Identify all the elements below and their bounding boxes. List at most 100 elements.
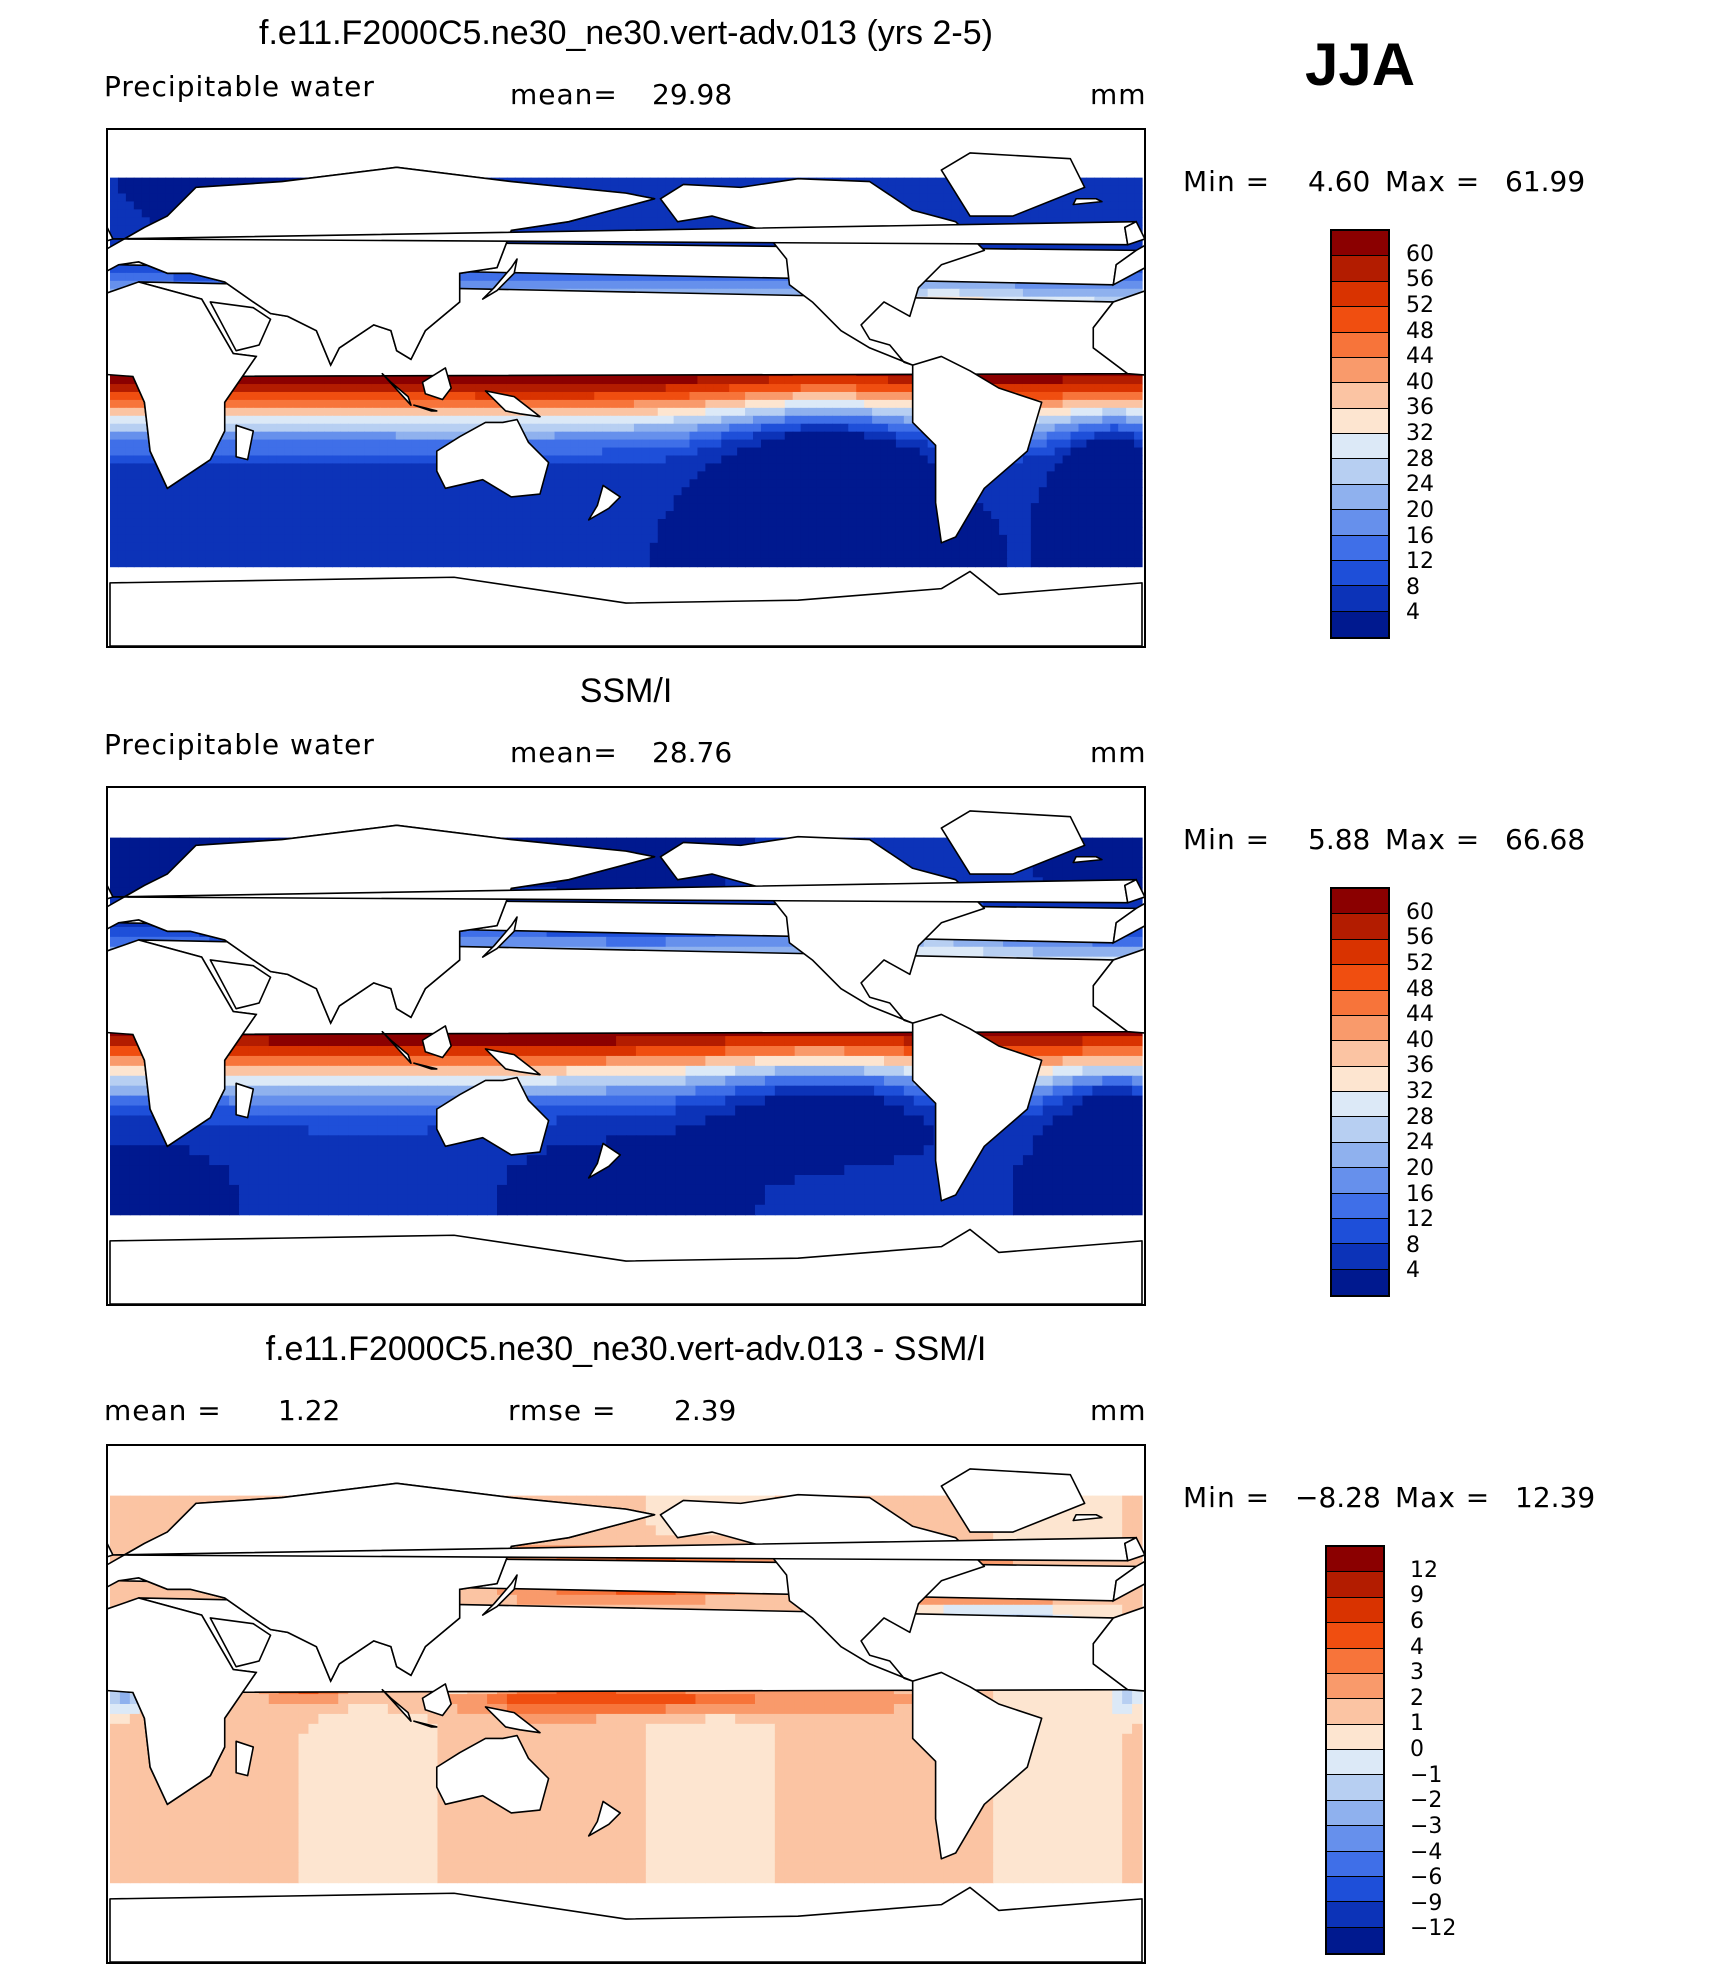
panel-3-units: mm <box>1090 1394 1147 1427</box>
panel-2-min-value: 5.88 <box>1308 823 1371 856</box>
colorbar-swatch <box>1327 1750 1383 1776</box>
colorbar-swatch <box>1332 510 1388 536</box>
colorbar-tick-label: 24 <box>1406 472 1434 498</box>
colorbar-swatch <box>1332 914 1388 940</box>
colorbar-swatch <box>1332 408 1388 434</box>
panel-3-max-value: 12.39 <box>1515 1481 1596 1514</box>
colorbar-tick-label: −9 <box>1410 1890 1443 1916</box>
panel-2-variable: Precipitable water <box>104 728 375 761</box>
colorbar-swatch <box>1332 560 1388 587</box>
colorbar-tick-label: 44 <box>1406 1002 1434 1028</box>
colorbar-swatch <box>1332 1092 1388 1118</box>
colorbar-swatch <box>1332 383 1388 409</box>
colorbar-swatch <box>1332 256 1388 282</box>
colorbar-swatch <box>1327 1775 1383 1801</box>
colorbar-swatch <box>1332 434 1388 460</box>
panel-3-colorbar <box>1325 1545 1385 1955</box>
continents <box>108 152 1144 646</box>
panel-1-mean-label: mean= <box>510 78 618 111</box>
colorbar-swatch <box>1332 459 1388 485</box>
panel-3-title: f.e11.F2000C5.ne30_ne30.vert-adv.013 - S… <box>265 1330 987 1368</box>
panel-2-mean-value: 28.76 <box>652 736 733 769</box>
colorbar-tick-label: 16 <box>1406 523 1434 549</box>
panel-3-map-svg <box>108 1468 1144 1962</box>
colorbar-swatch <box>1332 1015 1388 1042</box>
panel-1-variable: Precipitable water <box>104 70 375 103</box>
panel-3-mean-value: 1.22 <box>278 1394 341 1427</box>
season-label: JJA <box>1305 31 1416 98</box>
panel-1-max-value: 61.99 <box>1505 165 1586 198</box>
colorbar-swatch <box>1327 1673 1383 1700</box>
colorbar-swatch <box>1332 889 1388 915</box>
colorbar-tick-label: −12 <box>1410 1916 1457 1942</box>
colorbar-tick-label: 36 <box>1406 1053 1434 1079</box>
colorbar-swatch <box>1332 586 1388 612</box>
colorbar-tick-label: 28 <box>1406 446 1434 472</box>
colorbar-swatch <box>1332 231 1388 257</box>
panel-3-min-value: −8.28 <box>1295 1481 1381 1514</box>
colorbar-swatch <box>1332 332 1388 358</box>
colorbar-tick-label: 1 <box>1410 1711 1424 1737</box>
panel-1-units: mm <box>1090 78 1147 111</box>
panel-3-max-label: Max = <box>1395 1481 1491 1514</box>
panel-2-colorbar <box>1330 887 1390 1297</box>
colorbar-swatch <box>1327 1572 1383 1598</box>
panel-3-mean-label: mean = <box>104 1394 222 1427</box>
colorbar-tick-label: −2 <box>1410 1788 1443 1814</box>
colorbar-tick-label: 48 <box>1406 318 1434 344</box>
panel-1-max-label: Max = <box>1385 165 1481 198</box>
colorbar-tick-label: 3 <box>1410 1660 1424 1686</box>
colorbar-swatch <box>1332 939 1388 966</box>
colorbar-tick-label: 4 <box>1410 1634 1424 1660</box>
panel-2-max-label: Max = <box>1385 823 1481 856</box>
colorbar-tick-label: 20 <box>1406 1155 1434 1181</box>
colorbar-tick-label: 32 <box>1406 1079 1434 1104</box>
panel-2-units: mm <box>1090 736 1147 769</box>
colorbar-swatch <box>1327 1851 1383 1877</box>
panel-1-min-value: 4.60 <box>1308 165 1371 198</box>
panel-1-title: f.e11.F2000C5.ne30_ne30.vert-adv.013 (yr… <box>259 14 993 52</box>
colorbar-tick-label: 4 <box>1406 600 1420 626</box>
panel-2-map <box>106 786 1146 1306</box>
colorbar-swatch <box>1327 1800 1383 1827</box>
colorbar-swatch <box>1327 1826 1383 1852</box>
colorbar-swatch <box>1327 1699 1383 1725</box>
colorbar-tick-label: −3 <box>1410 1813 1443 1839</box>
colorbar-swatch <box>1327 1623 1383 1649</box>
panel-1-mean-value: 29.98 <box>652 78 733 111</box>
panel-2-min-label: Min = <box>1183 823 1271 856</box>
colorbar-tick-label: 12 <box>1410 1557 1438 1583</box>
colorbar-tick-label: 36 <box>1406 395 1434 421</box>
colorbar-swatch <box>1332 1218 1388 1245</box>
colorbar-swatch <box>1332 1269 1388 1295</box>
panel-3-min-label: Min = <box>1183 1481 1271 1514</box>
panel-3-rmse-label: rmse = <box>508 1394 617 1427</box>
colorbar-swatch <box>1327 1927 1383 1953</box>
colorbar-tick-label: 0 <box>1410 1737 1424 1762</box>
colorbar-tick-label: 24 <box>1406 1130 1434 1156</box>
colorbar-swatch <box>1332 535 1388 561</box>
colorbar-tick-label: 48 <box>1406 976 1434 1002</box>
colorbar-tick-label: −1 <box>1410 1762 1443 1788</box>
colorbar-tick-label: 56 <box>1406 925 1434 951</box>
colorbar-tick-label: 12 <box>1406 549 1434 575</box>
colorbar-swatch <box>1332 611 1388 637</box>
colorbar-tick-label: 28 <box>1406 1104 1434 1130</box>
panel-1-map <box>106 128 1146 648</box>
panel-3-rmse-value: 2.39 <box>674 1394 737 1427</box>
colorbar-swatch <box>1332 1193 1388 1219</box>
colorbar-swatch <box>1332 1244 1388 1270</box>
colorbar-swatch <box>1332 990 1388 1016</box>
colorbar-swatch <box>1332 965 1388 991</box>
colorbar-tick-label: 8 <box>1406 574 1420 600</box>
panel-2-map-svg <box>108 810 1144 1304</box>
colorbar-tick-label: 6 <box>1410 1608 1424 1634</box>
colorbar-tick-label: 44 <box>1406 344 1434 370</box>
continents <box>108 810 1144 1304</box>
colorbar-swatch <box>1332 1066 1388 1092</box>
colorbar-tick-label: 8 <box>1406 1232 1420 1258</box>
colorbar-swatch <box>1327 1724 1383 1750</box>
colorbar-tick-label: 40 <box>1406 369 1434 395</box>
colorbar-tick-label: 16 <box>1406 1181 1434 1207</box>
colorbar-tick-label: 60 <box>1406 899 1434 925</box>
